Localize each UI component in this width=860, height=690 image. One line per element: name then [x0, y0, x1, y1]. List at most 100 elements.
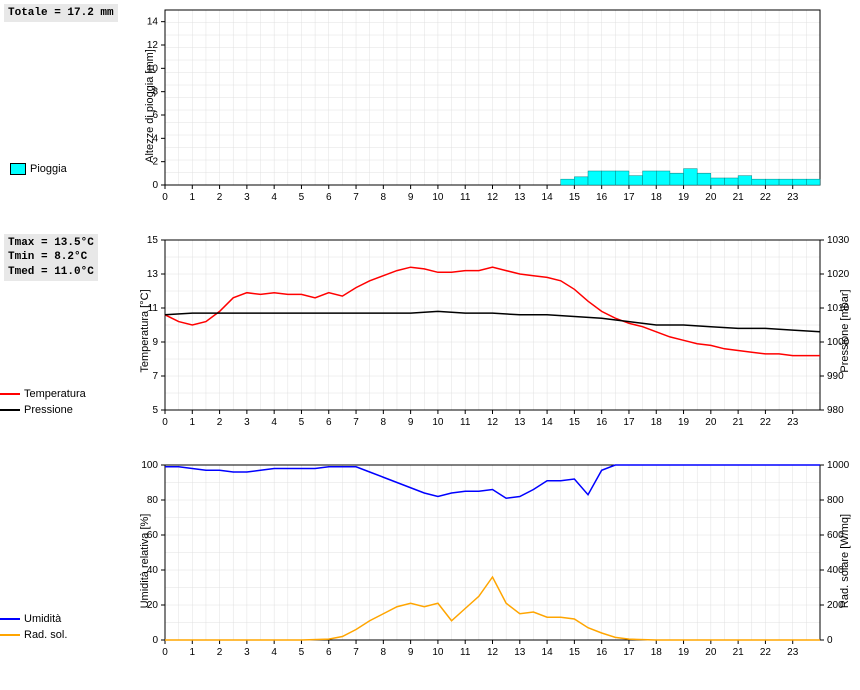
svg-text:16: 16 — [596, 417, 608, 428]
meteo-dashboard: Totale = 17.2 mm Pioggia Altezze di piog… — [0, 0, 860, 690]
svg-text:16: 16 — [596, 647, 608, 658]
svg-text:0: 0 — [162, 192, 168, 203]
svg-text:7: 7 — [353, 192, 359, 203]
svg-text:5: 5 — [152, 405, 158, 416]
svg-text:600: 600 — [827, 530, 844, 541]
svg-text:20: 20 — [147, 600, 159, 611]
svg-text:14: 14 — [542, 417, 554, 428]
chart2-temp-pressure: 0123456789101112131415161718192021222357… — [0, 235, 860, 430]
svg-text:22: 22 — [760, 192, 772, 203]
svg-text:17: 17 — [623, 417, 635, 428]
svg-text:1000: 1000 — [827, 337, 850, 348]
svg-text:9: 9 — [152, 337, 158, 348]
svg-text:13: 13 — [147, 269, 159, 280]
svg-text:17: 17 — [623, 192, 635, 203]
svg-text:15: 15 — [569, 647, 581, 658]
svg-text:12: 12 — [487, 647, 499, 658]
svg-text:11: 11 — [148, 303, 159, 314]
svg-text:4: 4 — [152, 133, 158, 144]
svg-text:22: 22 — [760, 647, 772, 658]
svg-text:14: 14 — [542, 192, 554, 203]
svg-text:1: 1 — [190, 192, 196, 203]
svg-text:10: 10 — [147, 63, 159, 74]
svg-text:16: 16 — [596, 192, 608, 203]
svg-text:1000: 1000 — [827, 460, 850, 471]
svg-text:13: 13 — [514, 647, 526, 658]
svg-text:6: 6 — [326, 647, 332, 658]
svg-text:1020: 1020 — [827, 269, 850, 280]
svg-text:15: 15 — [147, 235, 159, 246]
svg-text:11: 11 — [460, 647, 471, 658]
svg-text:0: 0 — [152, 635, 158, 646]
svg-text:7: 7 — [353, 647, 359, 658]
svg-text:1: 1 — [190, 417, 196, 428]
svg-text:7: 7 — [353, 417, 359, 428]
svg-text:80: 80 — [147, 495, 159, 506]
chart1-rainfall: 0123456789101112131415161718192021222302… — [0, 5, 860, 205]
svg-text:11: 11 — [460, 192, 471, 203]
svg-text:9: 9 — [408, 192, 414, 203]
svg-text:9: 9 — [408, 417, 414, 428]
svg-text:6: 6 — [152, 110, 158, 121]
svg-text:4: 4 — [271, 192, 277, 203]
svg-text:5: 5 — [299, 192, 305, 203]
svg-text:3: 3 — [244, 647, 250, 658]
svg-text:10: 10 — [432, 647, 444, 658]
svg-text:2: 2 — [217, 647, 223, 658]
svg-text:1030: 1030 — [827, 235, 850, 246]
svg-text:11: 11 — [460, 417, 471, 428]
svg-text:18: 18 — [651, 192, 663, 203]
svg-text:7: 7 — [152, 371, 158, 382]
svg-text:980: 980 — [827, 405, 844, 416]
svg-text:4: 4 — [271, 647, 277, 658]
svg-text:200: 200 — [827, 600, 844, 611]
svg-text:21: 21 — [733, 417, 745, 428]
svg-text:4: 4 — [271, 417, 277, 428]
svg-text:3: 3 — [244, 417, 250, 428]
svg-text:2: 2 — [217, 417, 223, 428]
svg-text:20: 20 — [705, 647, 717, 658]
svg-text:0: 0 — [152, 180, 158, 191]
svg-text:1: 1 — [190, 647, 196, 658]
svg-text:19: 19 — [678, 417, 690, 428]
svg-text:3: 3 — [244, 192, 250, 203]
svg-text:15: 15 — [569, 417, 581, 428]
svg-text:9: 9 — [408, 647, 414, 658]
svg-text:10: 10 — [432, 192, 444, 203]
svg-text:18: 18 — [651, 647, 663, 658]
svg-text:19: 19 — [678, 647, 690, 658]
svg-text:6: 6 — [326, 192, 332, 203]
svg-text:0: 0 — [827, 635, 833, 646]
svg-text:10: 10 — [432, 417, 444, 428]
svg-text:14: 14 — [542, 647, 554, 658]
svg-text:6: 6 — [326, 417, 332, 428]
svg-text:1010: 1010 — [827, 303, 850, 314]
svg-text:2: 2 — [217, 192, 223, 203]
svg-text:23: 23 — [787, 417, 799, 428]
svg-text:12: 12 — [487, 192, 499, 203]
svg-text:60: 60 — [147, 530, 159, 541]
svg-text:19: 19 — [678, 192, 690, 203]
svg-text:20: 20 — [705, 417, 717, 428]
svg-text:18: 18 — [651, 417, 663, 428]
svg-text:5: 5 — [299, 417, 305, 428]
svg-text:0: 0 — [162, 417, 168, 428]
svg-text:100: 100 — [141, 460, 158, 471]
svg-text:23: 23 — [787, 192, 799, 203]
svg-text:14: 14 — [147, 17, 159, 28]
svg-text:8: 8 — [381, 192, 387, 203]
svg-text:15: 15 — [569, 192, 581, 203]
svg-text:23: 23 — [787, 647, 799, 658]
svg-text:40: 40 — [147, 565, 159, 576]
svg-text:5: 5 — [299, 647, 305, 658]
svg-text:0: 0 — [162, 647, 168, 658]
chart3-humidity-radiation: 0123456789101112131415161718192021222302… — [0, 460, 860, 660]
svg-text:800: 800 — [827, 495, 844, 506]
svg-text:400: 400 — [827, 565, 844, 576]
svg-text:21: 21 — [733, 192, 745, 203]
svg-text:20: 20 — [705, 192, 717, 203]
svg-text:12: 12 — [147, 40, 159, 51]
svg-text:17: 17 — [623, 647, 635, 658]
svg-text:13: 13 — [514, 417, 526, 428]
svg-text:12: 12 — [487, 417, 499, 428]
